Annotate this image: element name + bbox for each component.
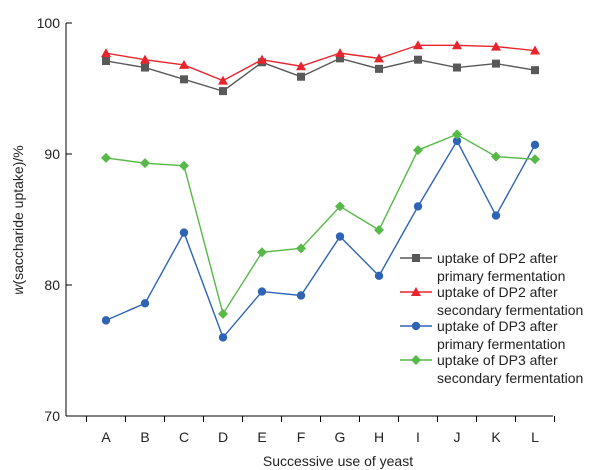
data-point-dp2-secondary [491,41,501,51]
data-point-dp2-secondary [101,48,111,58]
y-axis-label: w(saccharide uptake)/% [10,145,26,294]
series-dp3-secondary [101,129,540,319]
data-point-dp2-primary [297,72,305,81]
data-point-dp2-primary [336,54,344,63]
legend-marker [411,287,421,296]
legend-label-line1: uptake of DP2 after [437,250,558,266]
data-point-dp3-primary [257,287,267,296]
data-point-dp3-primary [452,136,462,146]
data-point-dp2-primary [102,56,110,65]
legend-item-dp3-secondary: uptake of DP3 after secondary fermentatio… [400,352,583,386]
data-point-dp2-primary [531,66,539,75]
series-dp3-primary [101,136,540,342]
data-point-dp3-secondary [179,160,189,171]
data-point-dp2-secondary [335,48,345,58]
x-axis-label: Successive use of yeast [263,453,413,469]
data-point-dp3-secondary [413,145,423,156]
data-point-dp3-secondary [374,224,384,235]
chart-axes: 70 80 90 100 A B C D E F G H I J K L [37,15,555,445]
data-point-dp3-primary [296,291,306,300]
data-point-dp3-primary [491,211,501,220]
x-tick-label: L [531,429,539,445]
legend-label-line2: secondary fermentation [437,370,583,386]
data-point-dp2-secondary [452,40,462,50]
data-point-dp2-secondary [374,53,384,63]
data-point-dp2-primary [453,63,461,72]
data-point-dp3-primary [179,228,189,237]
data-point-dp3-primary [335,232,345,241]
series-dp2-primary [102,54,539,96]
data-point-dp3-secondary [101,152,111,163]
legend-marker [411,355,421,365]
y-tick-label: 80 [44,277,60,293]
series-line-dp3-primary [105,139,536,339]
y-tick-label: 100 [37,15,61,31]
legend-marker [412,254,420,262]
x-tick-label: J [454,429,461,445]
y-tick-label: 90 [44,146,60,162]
legend-item-dp2-secondary: uptake of DP2 after secondary fermentatio… [400,284,583,318]
data-point-dp2-primary [219,87,227,96]
data-point-dp2-primary [414,55,422,64]
x-tick-label: B [140,429,149,445]
x-tick-label: F [297,429,306,445]
data-point-dp2-primary [492,59,500,68]
chart-series [101,40,540,342]
data-point-dp3-secondary [530,154,540,165]
data-point-dp2-secondary [218,75,228,85]
legend-item-dp3-primary: uptake of DP3 after primary fermentation [400,318,565,352]
data-point-dp2-secondary [530,45,540,55]
legend-marker [411,321,421,331]
data-point-dp2-secondary [413,40,423,50]
data-point-dp2-secondary [179,59,189,69]
data-point-dp3-secondary [257,247,267,258]
legend-label-line2: primary fermentation [437,336,565,352]
data-point-dp2-secondary [257,54,267,64]
series-line-dp2-secondary [105,44,536,82]
x-tick-label: C [179,429,189,445]
data-point-dp3-primary [413,202,423,211]
legend-label-line1: uptake of DP2 after [437,284,558,300]
data-point-dp2-primary [180,75,188,84]
data-point-dp3-primary [101,316,111,325]
series-line-dp3-secondary [105,133,536,316]
legend-label-line1: uptake of DP3 after [437,352,558,368]
series-line-dp2-primary [105,57,536,92]
data-point-dp3-secondary [218,308,228,319]
data-point-dp3-primary [530,140,540,150]
data-point-dp3-primary [218,333,228,342]
legend-label-line1: uptake of DP3 after [437,318,558,334]
data-point-dp3-secondary [452,129,462,140]
x-tick-label: G [335,429,346,445]
legend-label-line2: primary fermentation [437,268,565,284]
series-dp2-secondary [101,40,540,85]
x-tick-label: D [218,429,228,445]
y-axis-label-rest: (saccharide uptake)/% [10,145,26,284]
data-point-dp3-secondary [140,158,150,169]
data-point-dp3-secondary [491,151,501,162]
x-tick-label: A [101,429,111,445]
data-point-dp2-secondary [296,61,306,71]
x-tick-label: H [374,429,384,445]
legend-label-line2: secondary fermentation [437,302,583,318]
x-tick-label: K [491,429,501,445]
data-point-dp3-primary [374,271,384,281]
y-tick-label: 70 [44,408,60,424]
data-point-dp3-secondary [296,243,306,254]
legend-item-dp2-primary: uptake of DP2 after primary fermentation [400,250,565,284]
x-tick-label: E [257,429,266,445]
data-point-dp3-secondary [335,201,345,212]
data-point-dp2-primary [375,64,383,73]
data-point-dp2-secondary [140,54,150,64]
data-point-dp2-primary [141,63,149,72]
data-point-dp3-primary [140,299,150,308]
x-tick-label: I [416,429,420,445]
y-axis-label-italic: w [10,284,26,295]
